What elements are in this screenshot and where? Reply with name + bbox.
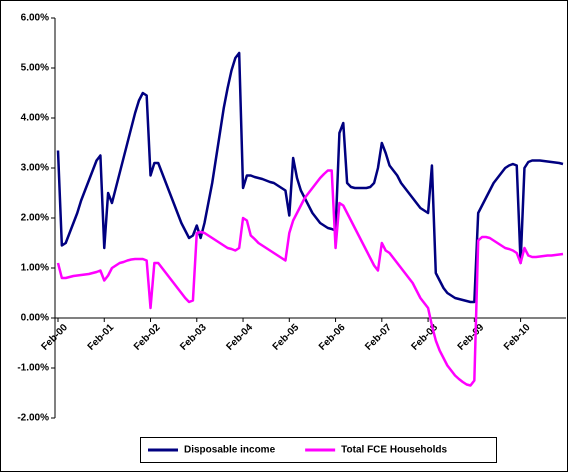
legend: Disposable income Total FCE Households: [140, 437, 497, 463]
y-tick-label: 5.00%: [21, 63, 49, 74]
legend-label: Total FCE Households: [341, 445, 447, 456]
y-tick-label: 6.00%: [21, 13, 49, 24]
y-tick-label: 4.00%: [21, 113, 49, 124]
y-tick-label: 0.00%: [21, 313, 49, 324]
y-tick-label: -1.00%: [17, 363, 49, 374]
y-tick-label: -2.00%: [17, 413, 49, 424]
y-tick-label: 3.00%: [21, 163, 49, 174]
legend-label: Disposable income: [184, 445, 276, 456]
line-series: [56, 51, 564, 304]
y-tick-label: 2.00%: [21, 213, 49, 224]
line-series: [56, 169, 564, 387]
y-tick-label: 1.00%: [21, 263, 49, 274]
